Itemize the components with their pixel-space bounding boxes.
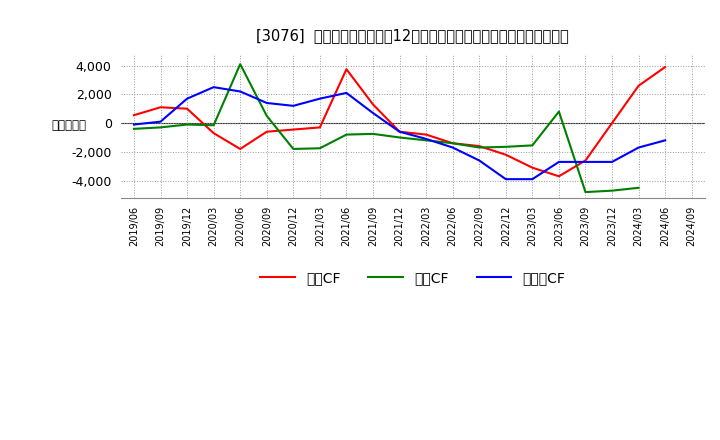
営業CF (502, 152, 510, 158)
フリーCF (475, 158, 484, 163)
営業CF (528, 165, 536, 170)
投資CF (528, 143, 536, 148)
投資CF (156, 125, 165, 130)
投資CF (369, 131, 377, 136)
営業CF (661, 64, 670, 70)
Line: 投資CF: 投資CF (134, 64, 639, 192)
営業CF (554, 174, 563, 179)
フリーCF (422, 136, 431, 142)
投資CF (263, 113, 271, 118)
フリーCF (608, 159, 616, 165)
投資CF (502, 144, 510, 150)
フリーCF (183, 96, 192, 101)
Line: 営業CF: 営業CF (134, 67, 665, 176)
フリーCF (289, 103, 297, 109)
営業CF (183, 106, 192, 111)
営業CF (395, 129, 404, 134)
投資CF (342, 132, 351, 137)
営業CF (156, 105, 165, 110)
フリーCF (554, 159, 563, 165)
フリーCF (263, 100, 271, 106)
営業CF (263, 129, 271, 134)
営業CF (422, 132, 431, 137)
営業CF (634, 83, 643, 88)
営業CF (342, 66, 351, 72)
フリーCF (395, 129, 404, 134)
投資CF (210, 123, 218, 128)
投資CF (581, 190, 590, 195)
Y-axis label: （百万円）: （百万円） (51, 120, 86, 132)
営業CF (315, 125, 324, 130)
投資CF (315, 146, 324, 151)
フリーCF (156, 119, 165, 124)
営業CF (236, 147, 245, 152)
フリーCF (449, 145, 457, 150)
営業CF (289, 127, 297, 132)
Legend: 営業CF, 投資CF, フリーCF: 営業CF, 投資CF, フリーCF (255, 265, 571, 290)
フリーCF (315, 96, 324, 101)
営業CF (449, 140, 457, 146)
投資CF (608, 188, 616, 193)
営業CF (608, 121, 616, 126)
投資CF (289, 147, 297, 152)
投資CF (422, 138, 431, 143)
フリーCF (581, 159, 590, 165)
投資CF (634, 185, 643, 191)
投資CF (183, 122, 192, 127)
フリーCF (236, 89, 245, 94)
投資CF (395, 135, 404, 140)
フリーCF (130, 122, 138, 127)
フリーCF (210, 84, 218, 90)
営業CF (475, 143, 484, 149)
Title: [3076]  キャッシュフローの12か月移動合計の対前年同期増減額の推移: [3076] キャッシュフローの12か月移動合計の対前年同期増減額の推移 (256, 28, 570, 43)
営業CF (369, 102, 377, 107)
投資CF (236, 62, 245, 67)
投資CF (130, 126, 138, 132)
営業CF (210, 131, 218, 136)
フリーCF (502, 176, 510, 182)
フリーCF (528, 176, 536, 182)
Line: フリーCF: フリーCF (134, 87, 665, 179)
フリーCF (634, 145, 643, 150)
フリーCF (369, 110, 377, 116)
投資CF (449, 140, 457, 146)
営業CF (581, 158, 590, 163)
営業CF (130, 113, 138, 118)
投資CF (475, 145, 484, 150)
フリーCF (661, 138, 670, 143)
投資CF (554, 109, 563, 114)
フリーCF (342, 90, 351, 95)
